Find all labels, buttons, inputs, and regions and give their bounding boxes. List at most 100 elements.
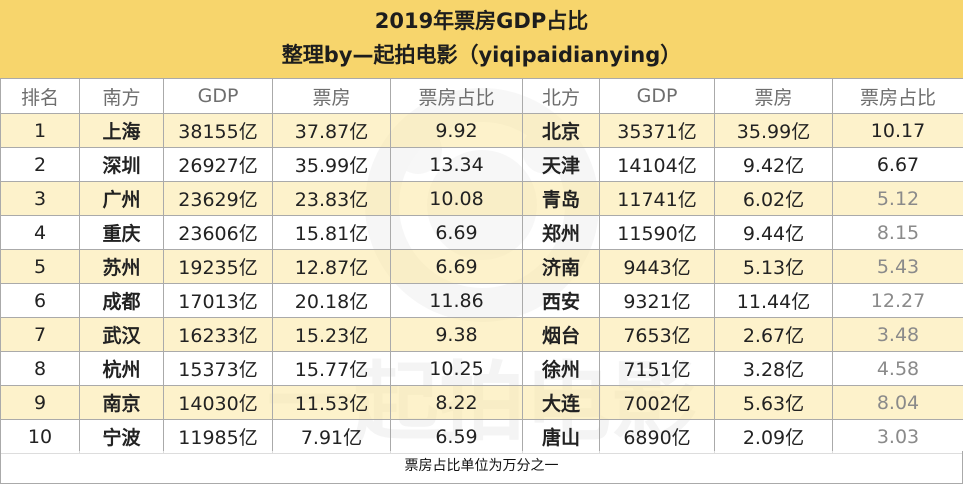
header-north-box-office: 票房 bbox=[714, 78, 833, 114]
south-box-office-cell: 12.87亿 bbox=[272, 249, 391, 284]
north-gdp-cell: 6890亿 bbox=[599, 419, 715, 454]
north-box-office-cell: 5.13亿 bbox=[714, 249, 833, 284]
north-box-office-cell: 2.09亿 bbox=[714, 419, 833, 454]
table-row: 9 南京 14030亿 11.53亿 8.22 大连 7002亿 5.63亿 8… bbox=[0, 385, 963, 420]
south-box-office-cell: 15.77亿 bbox=[272, 351, 391, 386]
south-city-cell: 宁波 bbox=[79, 419, 164, 454]
north-gdp-cell: 7151亿 bbox=[599, 351, 715, 386]
north-ratio-cell: 12.27 bbox=[832, 283, 963, 318]
south-ratio-cell: 10.25 bbox=[390, 351, 523, 386]
south-box-office-cell: 20.18亿 bbox=[272, 283, 391, 318]
rank-cell: 5 bbox=[0, 249, 80, 284]
header-north-ratio: 票房占比 bbox=[832, 78, 963, 114]
rank-cell: 8 bbox=[0, 351, 80, 386]
table-row: 8 杭州 15373亿 15.77亿 10.25 徐州 7151亿 3.28亿 … bbox=[0, 351, 963, 386]
south-city-cell: 苏州 bbox=[79, 249, 164, 284]
north-ratio-cell: 3.48 bbox=[832, 317, 963, 352]
north-gdp-cell: 11741亿 bbox=[599, 181, 715, 216]
south-ratio-cell: 9.38 bbox=[390, 317, 523, 352]
rank-cell: 3 bbox=[0, 181, 80, 216]
header-south-ratio: 票房占比 bbox=[390, 78, 523, 114]
north-box-office-cell: 2.67亿 bbox=[714, 317, 833, 352]
rank-cell: 1 bbox=[0, 113, 80, 148]
title-banner: 2019年票房GDP占比 整理by—起拍电影（yiqipaidianying） bbox=[0, 0, 963, 79]
table-header-row: 排名 南方 GDP 票房 票房占比 北方 GDP 票房 票房占比 bbox=[0, 78, 963, 114]
north-gdp-cell: 9321亿 bbox=[599, 283, 715, 318]
south-city-cell: 武汉 bbox=[79, 317, 164, 352]
north-gdp-cell: 35371亿 bbox=[599, 113, 715, 148]
south-gdp-cell: 17013亿 bbox=[163, 283, 273, 318]
south-gdp-cell: 26927亿 bbox=[163, 147, 273, 182]
box-office-table: 排名 南方 GDP 票房 票房占比 北方 GDP 票房 票房占比 1 上海 38… bbox=[0, 78, 963, 454]
south-city-cell: 杭州 bbox=[79, 351, 164, 386]
north-box-office-cell: 11.44亿 bbox=[714, 283, 833, 318]
header-south-gdp: GDP bbox=[163, 78, 273, 114]
south-gdp-cell: 15373亿 bbox=[163, 351, 273, 386]
south-box-office-cell: 23.83亿 bbox=[272, 181, 391, 216]
header-south: 南方 bbox=[79, 78, 164, 114]
north-box-office-cell: 6.02亿 bbox=[714, 181, 833, 216]
north-box-office-cell: 35.99亿 bbox=[714, 113, 833, 148]
south-city-cell: 上海 bbox=[79, 113, 164, 148]
north-gdp-cell: 14104亿 bbox=[599, 147, 715, 182]
south-box-office-cell: 35.99亿 bbox=[272, 147, 391, 182]
south-ratio-cell: 11.86 bbox=[390, 283, 523, 318]
north-ratio-cell: 5.43 bbox=[832, 249, 963, 284]
south-city-cell: 成都 bbox=[79, 283, 164, 318]
south-box-office-cell: 37.87亿 bbox=[272, 113, 391, 148]
north-gdp-cell: 7653亿 bbox=[599, 317, 715, 352]
north-city-cell: 北京 bbox=[522, 113, 600, 148]
north-ratio-cell: 10.17 bbox=[832, 113, 963, 148]
rank-cell: 6 bbox=[0, 283, 80, 318]
table-row: 1 上海 38155亿 37.87亿 9.92 北京 35371亿 35.99亿… bbox=[0, 113, 963, 148]
rank-cell: 10 bbox=[0, 419, 80, 454]
south-ratio-cell: 10.08 bbox=[390, 181, 523, 216]
title-credit: 整理by—起拍电影（yiqipaidianying） bbox=[281, 43, 682, 67]
north-box-office-cell: 9.42亿 bbox=[714, 147, 833, 182]
north-gdp-cell: 11590亿 bbox=[599, 215, 715, 250]
north-city-cell: 徐州 bbox=[522, 351, 600, 386]
north-city-cell: 济南 bbox=[522, 249, 600, 284]
header-north-gdp: GDP bbox=[599, 78, 715, 114]
north-city-cell: 大连 bbox=[522, 385, 600, 420]
south-ratio-cell: 13.34 bbox=[390, 147, 523, 182]
north-gdp-cell: 7002亿 bbox=[599, 385, 715, 420]
rank-cell: 9 bbox=[0, 385, 80, 420]
north-box-office-cell: 5.63亿 bbox=[714, 385, 833, 420]
south-ratio-cell: 6.69 bbox=[390, 215, 523, 250]
south-box-office-cell: 15.81亿 bbox=[272, 215, 391, 250]
table-row: 6 成都 17013亿 20.18亿 11.86 西安 9321亿 11.44亿… bbox=[0, 283, 963, 318]
north-city-cell: 天津 bbox=[522, 147, 600, 182]
south-city-cell: 南京 bbox=[79, 385, 164, 420]
north-city-cell: 烟台 bbox=[522, 317, 600, 352]
south-gdp-cell: 19235亿 bbox=[163, 249, 273, 284]
south-box-office-cell: 7.91亿 bbox=[272, 419, 391, 454]
header-north: 北方 bbox=[522, 78, 600, 114]
north-ratio-cell: 6.67 bbox=[832, 147, 963, 182]
south-ratio-cell: 6.59 bbox=[390, 419, 523, 454]
south-gdp-cell: 23629亿 bbox=[163, 181, 273, 216]
south-gdp-cell: 23606亿 bbox=[163, 215, 273, 250]
title-main: 2019年票房GDP占比 bbox=[374, 9, 589, 33]
north-city-cell: 西安 bbox=[522, 283, 600, 318]
north-city-cell: 郑州 bbox=[522, 215, 600, 250]
north-box-office-cell: 9.44亿 bbox=[714, 215, 833, 250]
table-row: 4 重庆 23606亿 15.81亿 6.69 郑州 11590亿 9.44亿 … bbox=[0, 215, 963, 250]
south-city-cell: 广州 bbox=[79, 181, 164, 216]
south-gdp-cell: 11985亿 bbox=[163, 419, 273, 454]
south-gdp-cell: 38155亿 bbox=[163, 113, 273, 148]
north-gdp-cell: 9443亿 bbox=[599, 249, 715, 284]
south-ratio-cell: 9.92 bbox=[390, 113, 523, 148]
north-box-office-cell: 3.28亿 bbox=[714, 351, 833, 386]
table-row: 2 深圳 26927亿 35.99亿 13.34 天津 14104亿 9.42亿… bbox=[0, 147, 963, 182]
rank-cell: 7 bbox=[0, 317, 80, 352]
south-gdp-cell: 16233亿 bbox=[163, 317, 273, 352]
table-row: 5 苏州 19235亿 12.87亿 6.69 济南 9443亿 5.13亿 5… bbox=[0, 249, 963, 284]
rank-cell: 2 bbox=[0, 147, 80, 182]
header-rank: 排名 bbox=[0, 78, 80, 114]
south-box-office-cell: 15.23亿 bbox=[272, 317, 391, 352]
north-ratio-cell: 8.15 bbox=[832, 215, 963, 250]
south-ratio-cell: 6.69 bbox=[390, 249, 523, 284]
north-ratio-cell: 4.58 bbox=[832, 351, 963, 386]
south-ratio-cell: 8.22 bbox=[390, 385, 523, 420]
